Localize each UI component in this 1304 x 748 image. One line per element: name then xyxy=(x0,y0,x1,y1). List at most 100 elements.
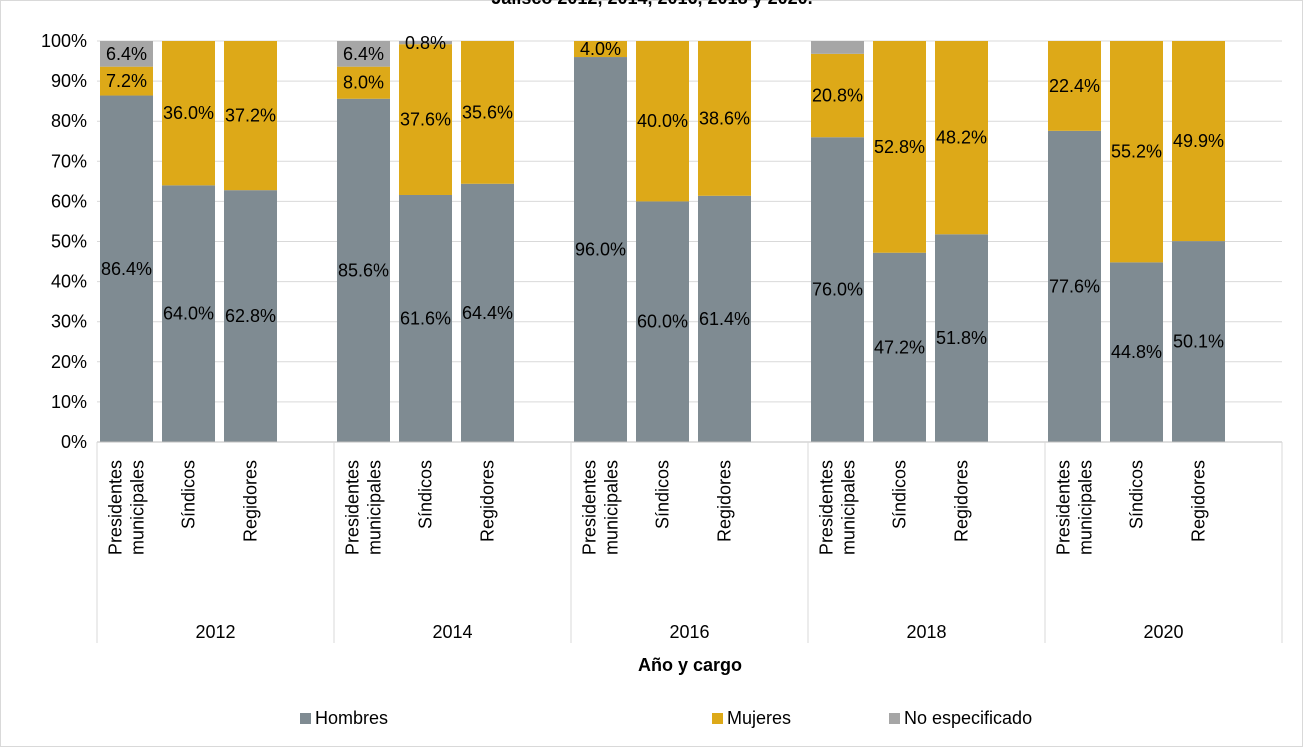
bar-segment xyxy=(873,252,926,442)
data-label: 7.2% xyxy=(106,71,147,91)
y-tick-label: 40% xyxy=(51,272,87,292)
x-category-label: municipales xyxy=(128,460,148,555)
legend-label: Hombres xyxy=(315,708,389,728)
data-label: 36.0% xyxy=(163,103,214,123)
x-category-label: Presidentes xyxy=(106,460,126,555)
data-label: 50.1% xyxy=(1173,332,1224,352)
bar-segment xyxy=(162,185,215,443)
y-tick-label: 0% xyxy=(61,432,87,452)
bar-segment xyxy=(1048,41,1101,131)
x-category-label: Presidentes xyxy=(817,460,837,555)
y-tick-label: 50% xyxy=(51,232,87,252)
data-label: 6.4% xyxy=(343,44,384,64)
data-label: 51.8% xyxy=(936,328,987,348)
bar-segment xyxy=(399,44,452,195)
bar-segment xyxy=(337,41,390,67)
x-category-label: Regidores xyxy=(241,460,261,542)
x-category-label: municipales xyxy=(1076,460,1096,555)
bar-segment xyxy=(100,66,153,96)
x-group-label: 2012 xyxy=(195,622,235,642)
y-tick-label: 90% xyxy=(51,71,87,91)
legend-label: No especificado xyxy=(904,708,1033,728)
x-group-label: 2018 xyxy=(906,622,946,642)
legend-swatch xyxy=(300,713,311,724)
bar-segment xyxy=(1048,130,1101,442)
data-label: 64.0% xyxy=(163,304,214,324)
bar-segment xyxy=(811,41,864,54)
data-label: 6.4% xyxy=(106,44,147,64)
bar-segment xyxy=(399,41,452,45)
x-group-label: 2014 xyxy=(432,622,472,642)
legend-item: No especificado xyxy=(889,708,1032,729)
legend-item: Mujeres xyxy=(712,708,791,729)
x-category-label: Regidores xyxy=(478,460,498,542)
x-group-label: 2020 xyxy=(1143,622,1183,642)
x-category-label: Presidentes xyxy=(580,460,600,555)
bar-segment xyxy=(224,41,277,191)
data-label: 4.0% xyxy=(580,39,621,59)
data-label: 0.8% xyxy=(405,33,446,53)
data-label: 77.6% xyxy=(1049,276,1100,296)
chart-legend: Hombres Mujeres No especificado xyxy=(0,708,1304,732)
bar-segment xyxy=(935,41,988,235)
bar-segment xyxy=(935,234,988,442)
bar-segment xyxy=(461,183,514,443)
x-category-label: Síndicos xyxy=(653,460,673,529)
legend-swatch xyxy=(889,713,900,724)
data-label: 40.0% xyxy=(637,111,688,131)
data-label: 60.0% xyxy=(637,312,688,332)
legend-swatch xyxy=(712,713,723,724)
data-label: 22.4% xyxy=(1049,76,1100,96)
data-label: 52.8% xyxy=(874,137,925,157)
bar-segment xyxy=(461,41,514,184)
x-group-label: 2016 xyxy=(669,622,709,642)
x-category-label: municipales xyxy=(365,460,385,555)
bar-segment xyxy=(574,41,627,58)
data-label: 38.6% xyxy=(699,108,750,128)
y-tick-label: 20% xyxy=(51,352,87,372)
bar-segment xyxy=(636,201,689,442)
x-category-label: Presidentes xyxy=(1054,460,1074,555)
bar-segment xyxy=(811,137,864,443)
stacked-bar-chart: 0% 10% 20% 30% 40% 50% 60% 70% 80% 90% 100% 86.4% 7.… xyxy=(41,31,1283,675)
data-label: 35.6% xyxy=(462,102,513,122)
bar-segment xyxy=(873,41,926,253)
data-label: 20.8% xyxy=(812,86,863,106)
bar-segment xyxy=(636,41,689,202)
data-label: 85.6% xyxy=(338,260,389,280)
y-tick-label: 60% xyxy=(51,191,87,211)
bar-segment xyxy=(698,41,751,196)
x-category-label: Regidores xyxy=(715,460,735,542)
data-label: 8.0% xyxy=(343,73,384,93)
data-label: 96.0% xyxy=(575,240,626,260)
data-label: 37.2% xyxy=(225,106,276,126)
y-tick-label: 80% xyxy=(51,111,87,131)
data-label: 37.6% xyxy=(400,110,451,130)
legend-label: Mujeres xyxy=(727,708,792,728)
bar-segment xyxy=(399,194,452,442)
x-category-label: municipales xyxy=(839,460,859,555)
data-label: 47.2% xyxy=(874,337,925,357)
data-label: 48.2% xyxy=(936,128,987,148)
y-tick-label: 30% xyxy=(51,312,87,332)
bar-segment xyxy=(811,53,864,138)
bar-segment xyxy=(1172,241,1225,442)
y-tick-label: 70% xyxy=(51,151,87,171)
bar-segment xyxy=(162,41,215,186)
data-label: 49.9% xyxy=(1173,131,1224,151)
y-tick-label: 10% xyxy=(51,392,87,412)
x-axis-title: Año y cargo xyxy=(638,655,742,675)
data-label: 76.0% xyxy=(812,280,863,300)
data-label: 86.4% xyxy=(101,259,152,279)
data-label: 61.4% xyxy=(699,309,750,329)
x-category-label: Síndicos xyxy=(416,460,436,529)
data-label: 61.6% xyxy=(400,308,451,328)
bar-segment xyxy=(1110,41,1163,263)
bar-segment xyxy=(224,190,277,442)
bar-segment xyxy=(337,98,390,442)
bar-segment xyxy=(574,57,627,442)
legend-item: Hombres xyxy=(300,708,388,729)
x-category-label: Síndicos xyxy=(890,460,910,529)
data-label: 62.8% xyxy=(225,306,276,326)
